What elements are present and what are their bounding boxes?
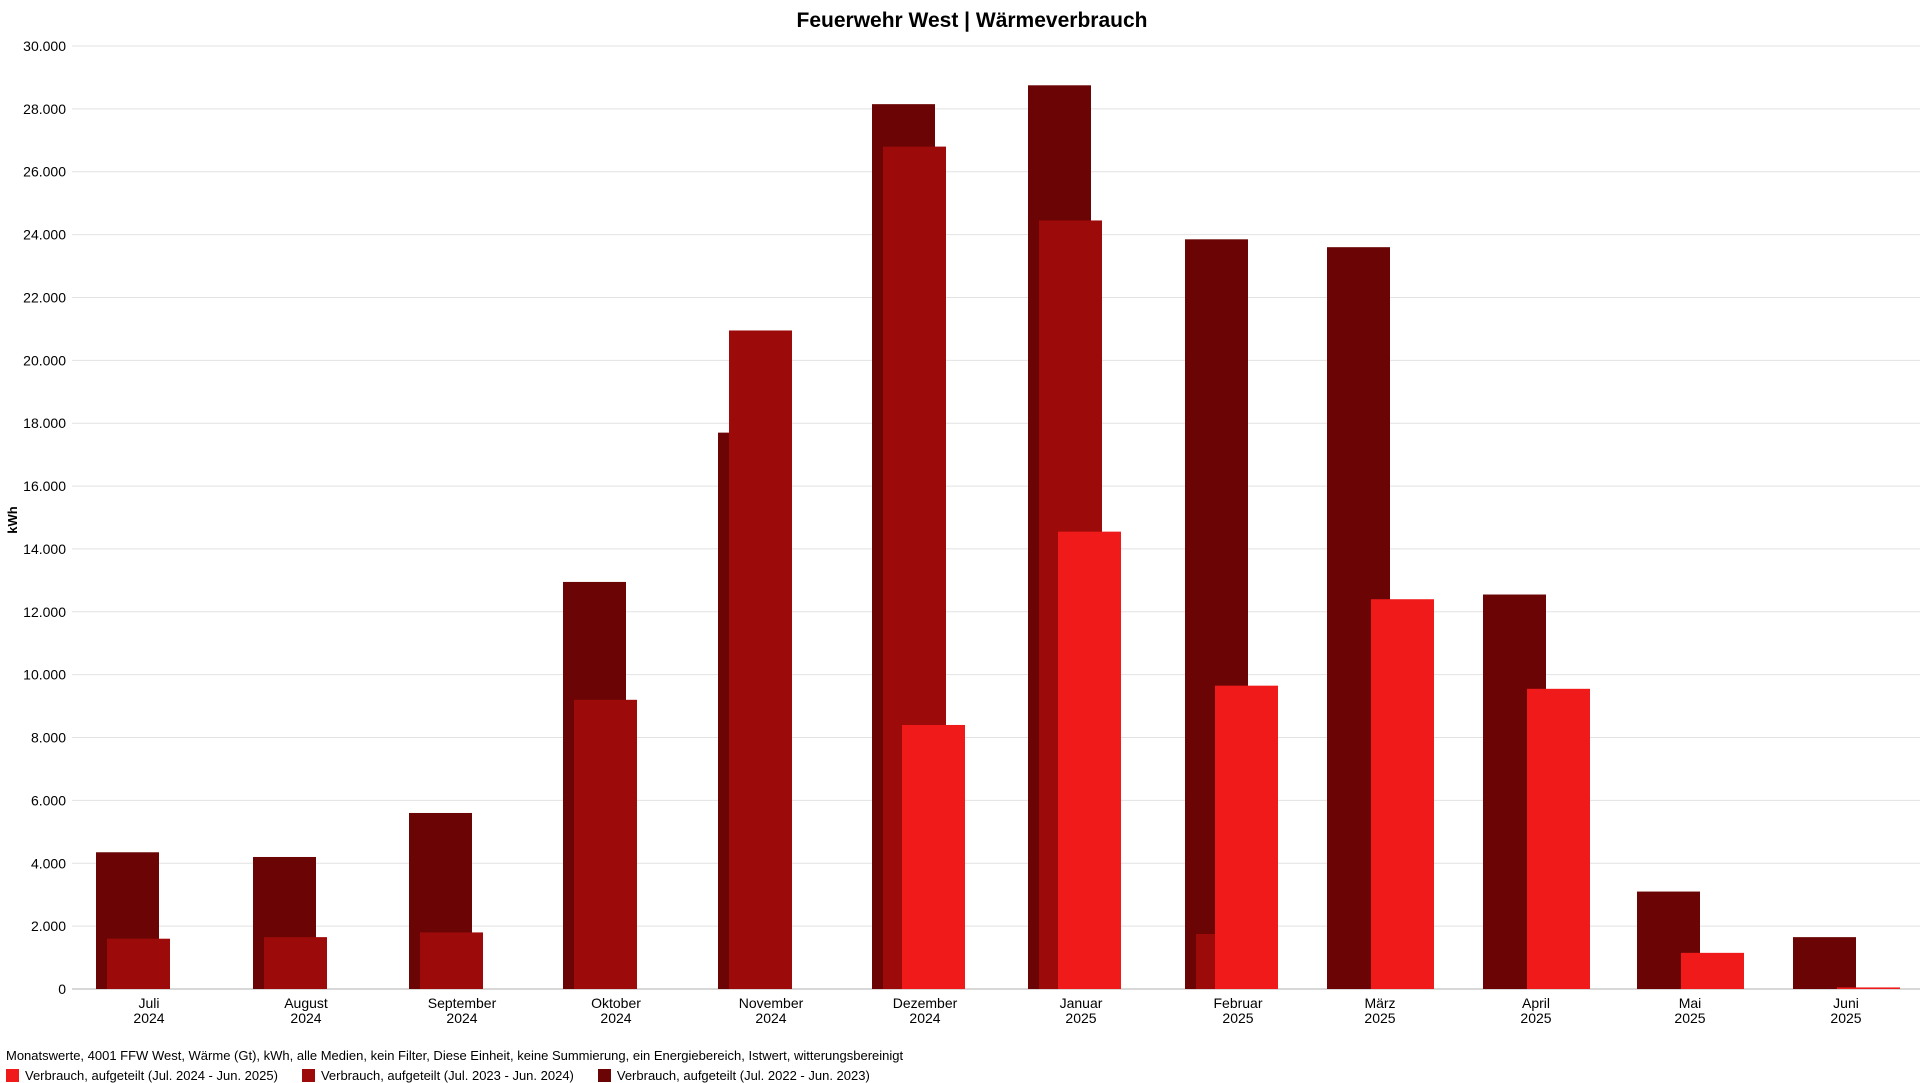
x-tick-label: 2024 xyxy=(600,1010,631,1026)
y-tick-label: 8.000 xyxy=(31,730,66,746)
legend-swatch-2023-2024 xyxy=(301,1069,315,1082)
legend-label: Verbrauch, aufgeteilt (Jul. 2024 - Jun. … xyxy=(25,1068,278,1083)
y-tick-label: 12.000 xyxy=(23,604,66,620)
x-tick-label: 2025 xyxy=(1364,1010,1395,1026)
y-tick-label: 24.000 xyxy=(23,227,66,243)
y-tick-label: 18.000 xyxy=(23,415,66,431)
y-tick-label: 20.000 xyxy=(23,352,66,368)
y-tick-label: 22.000 xyxy=(23,289,66,305)
y-axis-label: kWh xyxy=(5,506,20,534)
gridlines xyxy=(72,45,1920,990)
legend-item[interactable]: Verbrauch, aufgeteilt (Jul. 2023 - Jun. … xyxy=(301,1068,574,1083)
y-tick-label: 6.000 xyxy=(31,792,66,808)
bar[interactable] xyxy=(1371,599,1434,989)
x-tick-label: Oktober xyxy=(591,995,641,1011)
x-tick-label: 2024 xyxy=(755,1010,786,1026)
bar[interactable] xyxy=(902,724,965,989)
legend-swatch-2022-2023 xyxy=(597,1069,611,1082)
x-tick-label: Januar xyxy=(1060,995,1103,1011)
chart-title: Feuerwehr West | Wärmeverbrauch xyxy=(797,9,1148,32)
legend-item[interactable]: Verbrauch, aufgeteilt (Jul. 2024 - Jun. … xyxy=(6,1068,278,1083)
bar[interactable] xyxy=(1681,952,1744,989)
bars xyxy=(96,85,1900,989)
x-axis-ticks: Juli2024August2024September2024Oktober20… xyxy=(133,995,1861,1026)
bar[interactable] xyxy=(1837,987,1900,989)
bar[interactable] xyxy=(1527,688,1590,989)
legend-item[interactable]: Verbrauch, aufgeteilt (Jul. 2022 - Jun. … xyxy=(597,1068,870,1083)
bar[interactable] xyxy=(420,932,483,989)
bar[interactable] xyxy=(1058,531,1121,989)
x-tick-label: 2024 xyxy=(290,1010,321,1026)
x-tick-label: September xyxy=(428,995,497,1011)
x-tick-label: 2024 xyxy=(909,1010,940,1026)
bar[interactable] xyxy=(729,330,792,989)
x-tick-label: 2025 xyxy=(1222,1010,1253,1026)
x-tick-label: 2025 xyxy=(1065,1010,1096,1026)
chart-footer-note: Monatswerte, 4001 FFW West, Wärme (Gt), … xyxy=(6,1048,904,1063)
bar[interactable] xyxy=(1793,937,1856,989)
y-tick-label: 26.000 xyxy=(23,164,66,180)
x-tick-label: Juni xyxy=(1833,995,1859,1011)
legend-label: Verbrauch, aufgeteilt (Jul. 2023 - Jun. … xyxy=(320,1068,574,1083)
y-axis-ticks: 0 2.000 4.000 6.000 8.000 10.000 12.000 14.000 1… xyxy=(23,38,66,997)
x-tick-label: Dezember xyxy=(893,995,958,1011)
x-tick-label: März xyxy=(1364,995,1395,1011)
y-tick-label: 4.000 xyxy=(31,855,66,871)
x-tick-label: 2024 xyxy=(133,1010,164,1026)
legend-label: Verbrauch, aufgeteilt (Jul. 2022 - Jun. … xyxy=(616,1068,870,1083)
bar[interactable] xyxy=(107,938,170,989)
bar[interactable] xyxy=(264,937,327,989)
x-tick-label: April xyxy=(1522,995,1550,1011)
y-tick-label: 0 xyxy=(58,981,66,997)
x-tick-label: August xyxy=(284,995,328,1011)
y-tick-label: 14.000 xyxy=(23,541,66,557)
x-tick-label: November xyxy=(739,995,804,1011)
x-tick-label: 2025 xyxy=(1520,1010,1551,1026)
y-tick-label: 2.000 xyxy=(31,918,66,934)
legend: Verbrauch, aufgeteilt (Jul. 2024 - Jun. … xyxy=(6,1068,870,1083)
y-tick-label: 28.000 xyxy=(23,101,66,117)
y-tick-label: 30.000 xyxy=(23,38,66,54)
y-tick-label: 16.000 xyxy=(23,478,66,494)
bar-chart: Feuerwehr West | Wärmeverbrauch kWh 0 2.0… xyxy=(5,9,1920,1026)
x-tick-label: Mai xyxy=(1679,995,1702,1011)
legend-swatch-2024-2025 xyxy=(6,1069,19,1082)
x-tick-label: 2025 xyxy=(1674,1010,1705,1026)
x-tick-label: Juli xyxy=(138,995,159,1011)
x-tick-label: 2024 xyxy=(446,1010,477,1026)
x-tick-label: 2025 xyxy=(1830,1010,1861,1026)
bar[interactable] xyxy=(574,699,637,989)
x-tick-label: Februar xyxy=(1213,995,1262,1011)
y-tick-label: 10.000 xyxy=(23,667,66,683)
bar[interactable] xyxy=(1215,685,1278,989)
